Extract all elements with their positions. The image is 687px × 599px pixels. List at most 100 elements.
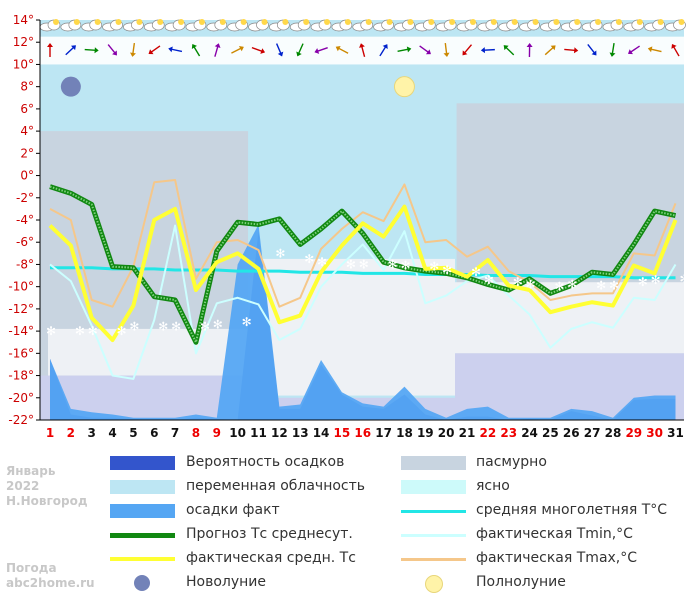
moon-phases [60, 76, 415, 98]
x-tick-label: 6 [150, 426, 158, 440]
wind-arrow-head [406, 46, 412, 53]
sun-icon [136, 19, 143, 25]
wind-arrow-icon [296, 43, 304, 57]
sun-icon [365, 19, 372, 25]
x-tick-label: 20 [438, 426, 455, 440]
wind-arrow-head [296, 51, 302, 57]
wind-arrow-head [70, 45, 76, 51]
sun-icon [53, 19, 59, 25]
legend-label-tmin: фактическая Tmin,°C [476, 526, 633, 542]
full-moon-icon [393, 76, 415, 98]
snowflake-icon: ✻ [200, 320, 210, 334]
legend-label-precip_actual: осадки факт [186, 502, 280, 518]
sun-icon [615, 19, 622, 25]
x-tick-label: 3 [88, 426, 96, 440]
legend-swatch-new_moon [134, 575, 150, 591]
wind-arrow-head [214, 43, 221, 48]
wind-arrow-icon [251, 46, 266, 54]
snowflake-icon: ✻ [513, 275, 523, 289]
snowflake-icon: ✻ [171, 320, 181, 334]
weather-chart: ✻ ✻ ✻ ✻ ✻ ✻ ✻ ✻ ✻ ✻✻ ✻ ✻ ✻ ✻ ✻ ✻ ✻ ✻ ✻✻ ✻ ✻ ✻ ✻ ✻ ✻ ✻ ✻ ✻ 14°12°10°… [8, 13, 687, 440]
y-tick-label: -12° [8, 302, 34, 316]
sun-icon [219, 19, 226, 25]
legend-swatch-forecast [110, 532, 175, 538]
legend-swatch-overcast [401, 456, 466, 470]
wind-arrow-icon [671, 43, 680, 57]
snowflake-icon: ✻ [88, 324, 98, 338]
wind-arrow-head [359, 43, 365, 48]
x-tick-label: 21 [459, 426, 476, 440]
snow-panel [455, 282, 684, 354]
snowflake-icon: ✻ [213, 317, 223, 331]
legend-swatch-precip_actual [110, 504, 175, 518]
wind-arrow-head [130, 52, 136, 57]
snowflake-icon: ✻ [117, 324, 127, 338]
wind-arrow-head [503, 45, 509, 51]
month-label: Январь [6, 464, 56, 478]
snowflake-icon: ✻ [651, 273, 661, 287]
sun-icon [636, 19, 643, 25]
legend-swatch-normal [401, 509, 466, 513]
y-tick-label: 8° [20, 80, 34, 94]
snowflake-icon: ✻ [317, 255, 327, 269]
wind-arrow-head [382, 44, 388, 50]
sun-icon [657, 19, 664, 25]
normal-temp-line [50, 266, 676, 280]
snowflake-icon: ✻ [129, 320, 139, 334]
wind-arrow-head [148, 49, 154, 55]
snowflake-icon: ✻ [471, 265, 481, 279]
snowflake-icon: ✻ [388, 257, 398, 271]
wind-arrow-icon [647, 46, 662, 53]
x-tick-label: 25 [542, 426, 559, 440]
wind-arrow-head [627, 49, 633, 55]
legend-label-full_moon: Полнолуние [476, 574, 566, 590]
x-tick-label: 13 [292, 426, 309, 440]
weather-icons-row [39, 19, 686, 58]
wind-arrow-head [47, 43, 53, 47]
legend-swatch-tmin [401, 533, 466, 537]
sun-icon [324, 19, 331, 25]
x-tick-label: 26 [563, 426, 580, 440]
legend-label-actual_mean: фактическая средн. Тс [186, 550, 356, 566]
sun-icon [574, 19, 581, 25]
y-tick-label: -18° [8, 369, 34, 383]
x-tick-label: 27 [584, 426, 601, 440]
sun-icon [344, 19, 351, 25]
y-tick-label: 12° [13, 35, 34, 49]
wind-arrow-head [526, 43, 533, 48]
sun-icon [178, 19, 185, 25]
year-label: 2022 [6, 479, 40, 493]
site-block: Погода abc2home.ru [6, 561, 95, 591]
legend-swatch-actual_mean [110, 557, 175, 561]
x-tick-label: 7 [171, 426, 179, 440]
y-tick-label: -16° [8, 346, 34, 360]
wind-arrow-icon [84, 47, 99, 54]
chart-background [40, 20, 684, 420]
x-tick-label: 2 [67, 426, 75, 440]
snowflake-icon: ✻ [638, 275, 648, 289]
y-tick-label: 6° [20, 102, 34, 116]
sun-icon [282, 19, 289, 25]
y-tick-label: 0° [20, 169, 34, 183]
legend-label-normal: средняя многолетняя Т°С [476, 502, 668, 518]
snowflake-icon: ✻ [484, 273, 494, 287]
wind-arrow-head [335, 45, 341, 52]
legend-label-forecast: Прогноз Тс среднесут. [186, 526, 353, 542]
x-tick-label: 14 [313, 426, 330, 440]
wind-arrow-head [480, 47, 486, 54]
x-tick-label: 30 [646, 426, 663, 440]
x-tick-label: 9 [213, 426, 221, 440]
y-tick-label: 14° [13, 13, 34, 27]
wind-arrow-icon [359, 43, 366, 57]
wind-arrow-icon [480, 47, 495, 54]
meta-block: Январь 2022 Н.Новгород [6, 464, 88, 509]
y-tick-label: -2° [16, 191, 34, 205]
sun-icon [428, 19, 435, 25]
wind-arrow-icon [443, 42, 450, 57]
snowflake-icon: ✻ [680, 272, 687, 286]
snowflake-icon: ✻ [442, 263, 452, 277]
wind-arrow-head [609, 52, 616, 57]
axes: 14° 12° 10° 8° 6° 4° 2° 0° -2° -4° -6° -8° -10° -12° -… [8, 13, 684, 440]
snowflake-icon: ✻ [567, 277, 577, 291]
site-label-weather: Погода [6, 561, 57, 575]
